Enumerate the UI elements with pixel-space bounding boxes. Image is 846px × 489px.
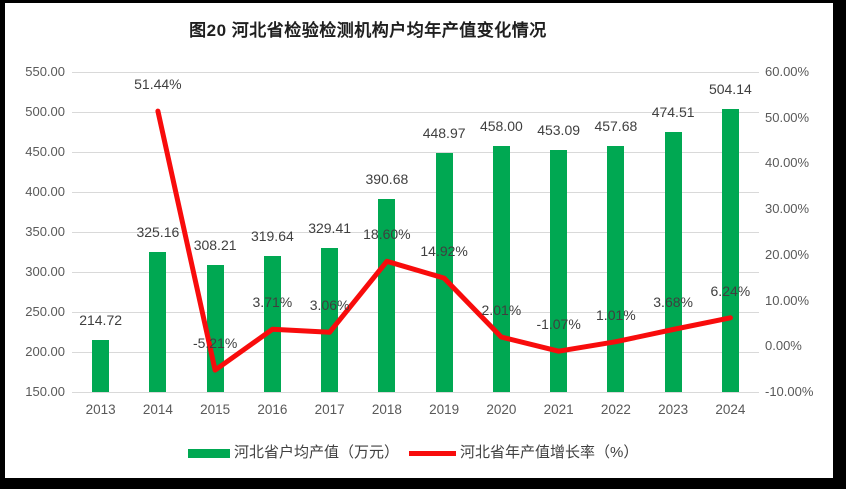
legend: 河北省户均产值（万元） 河北省年产值增长率（%） bbox=[188, 444, 638, 462]
bar-value-label: 308.21 bbox=[193, 237, 237, 254]
y-axis-left-tick-label: 200.00 bbox=[25, 344, 65, 359]
line-value-label: 6.24% bbox=[710, 282, 751, 299]
line-value-label: 18.60% bbox=[363, 226, 411, 243]
bar-series-swatch-icon bbox=[188, 448, 230, 458]
legend-item-bar-series: 河北省户均产值（万元） bbox=[188, 444, 399, 462]
y-axis-right-tick-label: 0.00% bbox=[765, 338, 802, 354]
line-value-label: 14.92% bbox=[420, 243, 468, 260]
y-axis-right-tick-label: -10.00% bbox=[765, 384, 814, 399]
x-axis-label: 2018 bbox=[371, 402, 402, 417]
gridline bbox=[72, 71, 759, 73]
y-axis-left-tick-label: 450.00 bbox=[25, 144, 65, 159]
line-value-label: -1.07% bbox=[536, 316, 581, 333]
y-axis-right-tick-label: 40.00% bbox=[765, 155, 810, 171]
x-axis-label: 2016 bbox=[257, 402, 288, 417]
x-axis-label: 2017 bbox=[314, 402, 345, 417]
y-axis-left-tick-label: 550.00 bbox=[25, 64, 65, 79]
bar bbox=[664, 132, 682, 392]
bar bbox=[435, 152, 453, 392]
y-axis-left-tick-label: 150.00 bbox=[25, 384, 65, 399]
chart-surface: 图20 河北省检验检测机构户均年产值变化情况 214.72 325.16 308.2… bbox=[5, 3, 833, 478]
y-axis-left-tick-label: 300.00 bbox=[25, 264, 65, 279]
bar-value-label: 329.41 bbox=[308, 220, 352, 237]
y-axis-right-tick-label: 60.00% bbox=[765, 64, 810, 79]
bar bbox=[149, 251, 167, 392]
line-value-label: 3.71% bbox=[252, 294, 293, 311]
x-axis-label: 2013 bbox=[85, 402, 116, 417]
bar-value-label: 448.97 bbox=[422, 124, 466, 141]
gridline bbox=[72, 191, 759, 193]
line-value-label: 51.44% bbox=[134, 76, 182, 93]
y-axis-left-tick-label: 250.00 bbox=[25, 304, 65, 319]
line-value-label: 1.01% bbox=[596, 306, 636, 323]
line-series-swatch-icon bbox=[409, 450, 457, 456]
bar-value-label: 319.64 bbox=[250, 228, 294, 245]
bar-value-label: 474.51 bbox=[651, 104, 695, 121]
line-value-label: 2.01% bbox=[481, 302, 522, 319]
gridline bbox=[72, 351, 759, 353]
y-axis-right-tick-label: 30.00% bbox=[765, 201, 810, 217]
line-value-label: -5.21% bbox=[192, 335, 238, 352]
bar bbox=[721, 108, 739, 392]
y-axis-right-tick-label: 10.00% bbox=[765, 292, 810, 308]
line-value-label: 3.68% bbox=[653, 294, 693, 311]
x-axis-label: 2019 bbox=[429, 402, 460, 417]
gridline bbox=[72, 271, 759, 273]
x-axis-label: 2021 bbox=[543, 402, 574, 417]
bar bbox=[321, 248, 339, 392]
bar-value-label: 390.68 bbox=[365, 171, 409, 188]
x-axis-label: 2014 bbox=[142, 402, 173, 417]
gridline bbox=[72, 151, 759, 153]
bar bbox=[206, 265, 224, 392]
bar bbox=[92, 340, 110, 392]
x-axis-label: 2022 bbox=[600, 402, 631, 417]
chart-title: 图20 河北省检验检测机构户均年产值变化情况 bbox=[189, 21, 547, 40]
x-axis-label: 2020 bbox=[486, 402, 517, 417]
legend-item-line-series: 河北省年产值增长率（%） bbox=[409, 444, 638, 462]
y-axis-left-tick-label: 500.00 bbox=[25, 104, 65, 119]
y-axis-left-tick-label: 400.00 bbox=[25, 184, 65, 199]
bar-value-label: 214.72 bbox=[79, 312, 123, 329]
y-axis-left-tick-label: 350.00 bbox=[25, 224, 65, 239]
legend-label-line-series: 河北省年产值增长率（%） bbox=[460, 444, 639, 461]
bar-value-label: 325.16 bbox=[136, 223, 180, 240]
bar-value-label: 458.00 bbox=[479, 117, 523, 134]
bar-value-label: 453.09 bbox=[537, 121, 581, 138]
bar bbox=[550, 149, 568, 392]
bar bbox=[263, 256, 281, 392]
x-axis-label: 2015 bbox=[200, 402, 231, 417]
bar-value-label: 504.14 bbox=[708, 80, 752, 97]
bar-value-label: 457.68 bbox=[594, 117, 638, 134]
y-axis-right-tick-label: 50.00% bbox=[765, 109, 810, 125]
bar bbox=[492, 145, 510, 392]
line-value-label: 3.06% bbox=[309, 297, 350, 314]
x-axis-label: 2023 bbox=[658, 402, 689, 417]
legend-label-bar-series: 河北省户均产值（万元） bbox=[234, 444, 400, 461]
x-axis-label: 2024 bbox=[715, 402, 746, 417]
y-axis-right-tick-label: 20.00% bbox=[765, 246, 810, 262]
gridline bbox=[72, 391, 759, 393]
bar bbox=[607, 145, 625, 392]
